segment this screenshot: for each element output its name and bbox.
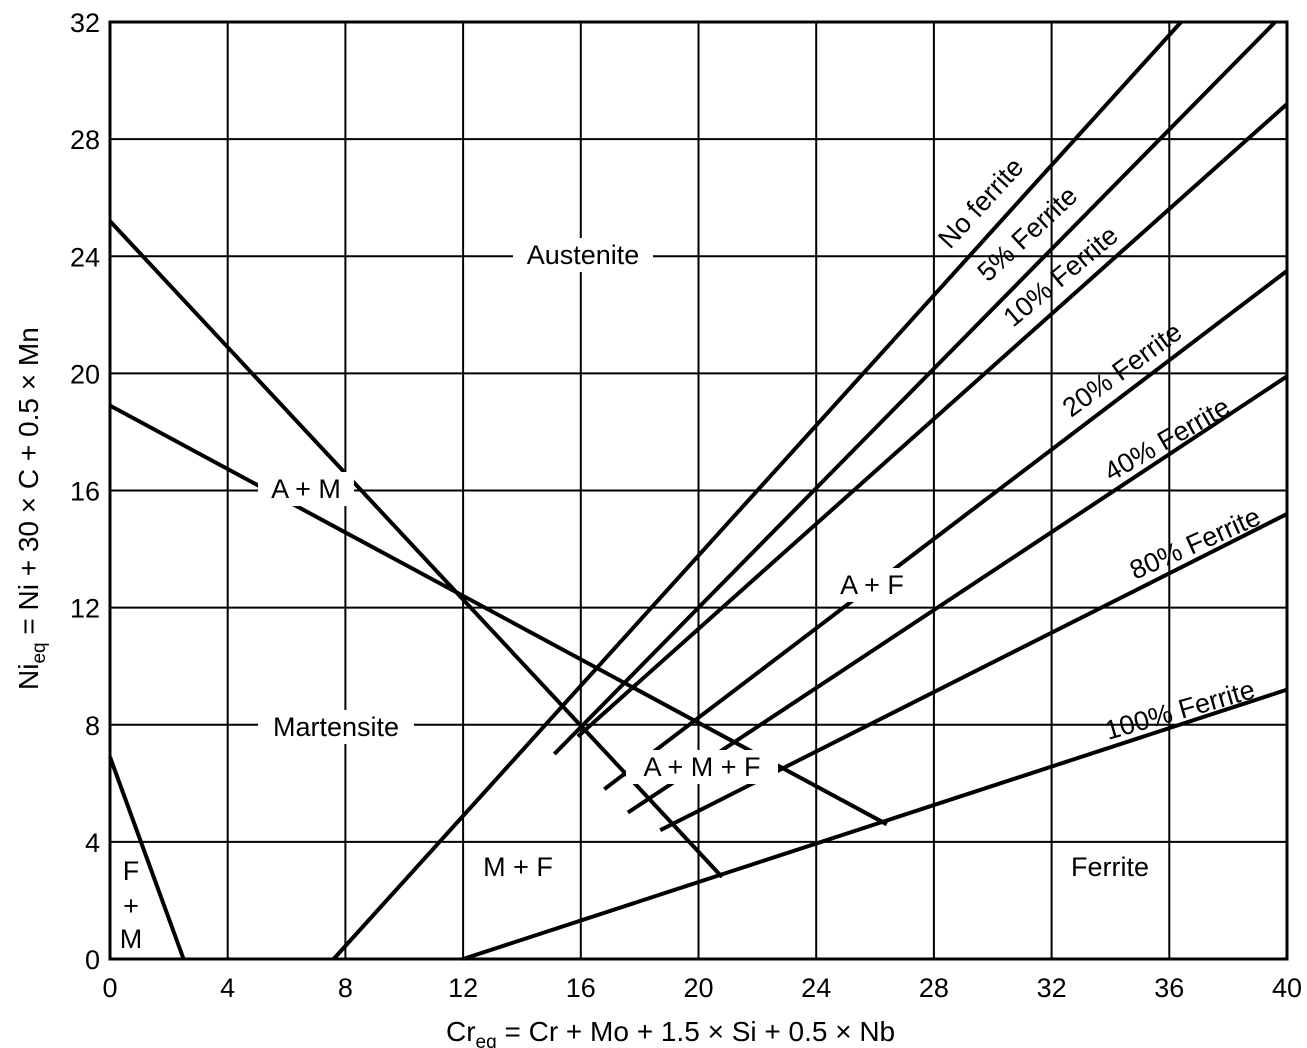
hundred-percent-ferrite-label: 100% Ferrite: [1101, 674, 1258, 745]
y-axis-title: Nieq = Ni + 30 × C + 0.5 × Mn: [13, 327, 50, 690]
y-tick-label: 20: [70, 359, 100, 389]
y-tick-label: 4: [85, 828, 100, 858]
5-ferrite-line: [552, 20, 1277, 756]
x-tick-label: 24: [801, 973, 831, 1003]
austenite-martensite-ferrite-region-label: A + M + F: [643, 752, 760, 782]
austenite-region-label: Austenite: [527, 240, 640, 270]
x-tick-label: 8: [338, 973, 353, 1003]
boundary-line-7: [108, 219, 724, 879]
x-tick-label: 4: [220, 973, 235, 1003]
x-tick-label: 20: [683, 973, 713, 1003]
grid: 0 4 8 12 16 20 24 28 32 36 40 0 4 8 12 16 20 24 28 32: [70, 8, 1302, 1003]
ferrite-region-label: Ferrite: [1071, 852, 1149, 882]
y-tick-label: 16: [70, 477, 100, 507]
x-tick-label: 36: [1154, 973, 1184, 1003]
ferrite-martensite-label-m: M: [120, 924, 143, 954]
austenite-ferrite-region-label: A + F: [840, 570, 904, 600]
y-tick-label: 12: [70, 594, 100, 624]
y-tick-label: 0: [85, 945, 100, 975]
eighty-percent-ferrite-label: 80% Ferrite: [1125, 501, 1265, 585]
y-tick-label: 24: [70, 242, 100, 272]
10-ferrite-line: [576, 102, 1289, 738]
austenite-martensite-ferrite-region-label-background: [626, 750, 778, 784]
austenite-martensite-region-label: A + M: [271, 474, 341, 504]
martensite-ferrite-region-label: M + F: [483, 852, 553, 882]
x-tick-label: 12: [448, 973, 478, 1003]
x-tick-label: 40: [1272, 973, 1302, 1003]
boundary-line-9: [108, 756, 186, 960]
20-ferrite-line: [603, 269, 1289, 791]
100-ferrite-line: [462, 687, 1288, 961]
no-ferrite-line: [332, 20, 1183, 961]
twenty-percent-ferrite-label: 20% Ferrite: [1057, 317, 1188, 423]
ferrite-martensite-label-plus: +: [123, 891, 139, 921]
ferrite-martensite-label-f: F: [123, 856, 140, 886]
austenite-martensite-region-label-background: [258, 472, 354, 506]
40-ferrite-line: [626, 374, 1289, 815]
austenite-region-label-background: [513, 238, 653, 272]
martensite-region-label: Martensite: [273, 712, 399, 742]
y-tick-label: 32: [70, 8, 100, 38]
y-tick-label: 8: [85, 711, 100, 741]
x-axis-title: Creq = Cr + Mo + 1.5 × Si + 0.5 × Nb: [446, 1016, 895, 1048]
forty-percent-ferrite-label: 40% Ferrite: [1099, 391, 1235, 487]
y-tick-label: 28: [70, 125, 100, 155]
x-tick-label: 16: [566, 973, 596, 1003]
austenite-ferrite-region-label-background: [828, 568, 918, 602]
x-tick-label: 0: [102, 973, 117, 1003]
x-tick-label: 28: [919, 973, 949, 1003]
martensite-region-label-background: [258, 710, 414, 744]
plot-frame: [108, 20, 1289, 961]
x-tick-label: 32: [1037, 973, 1067, 1003]
